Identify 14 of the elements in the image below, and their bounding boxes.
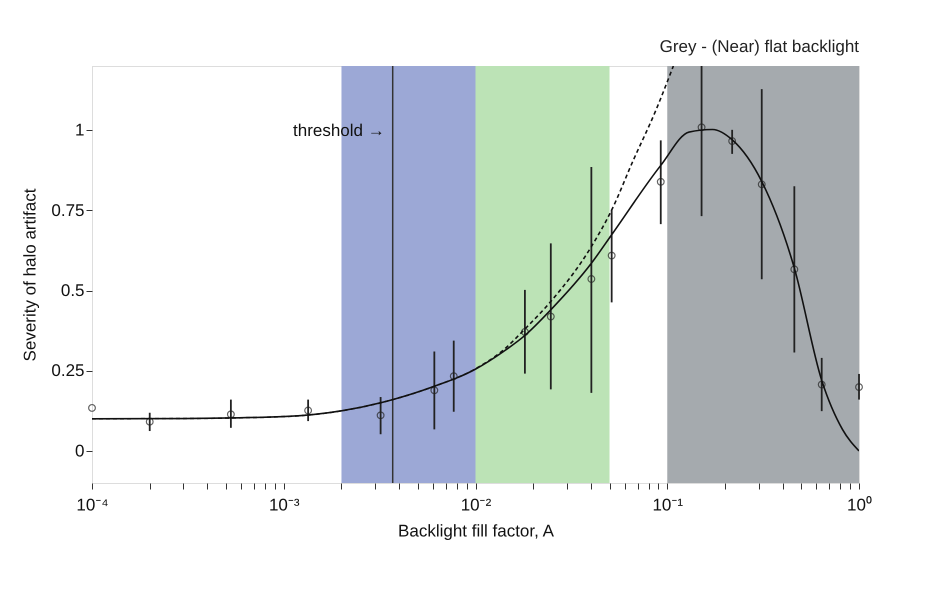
x-axis-title: Backlight fill factor, A [398,522,555,540]
ref-line-label: threshold → [293,121,385,140]
x-tick-label: 10⁰ [847,496,872,514]
y-tick-label: 0.25 [51,361,84,380]
x-tick-label: 10⁻³ [268,496,300,514]
y-tick-label: 1 [75,120,84,140]
x-tick-label: 10⁻¹ [652,496,684,514]
x-tick-label: 10⁻⁴ [76,496,109,514]
band-label: Grey - (Near) flat backlight [660,37,860,56]
y-axis-title: Severity of halo artifact [20,188,40,362]
y-tick-label: 0.5 [60,281,84,300]
y-tick-label: 0 [75,441,84,460]
x-tick-label: 10⁻² [460,496,492,514]
y-tick-label: 0.75 [51,200,84,220]
